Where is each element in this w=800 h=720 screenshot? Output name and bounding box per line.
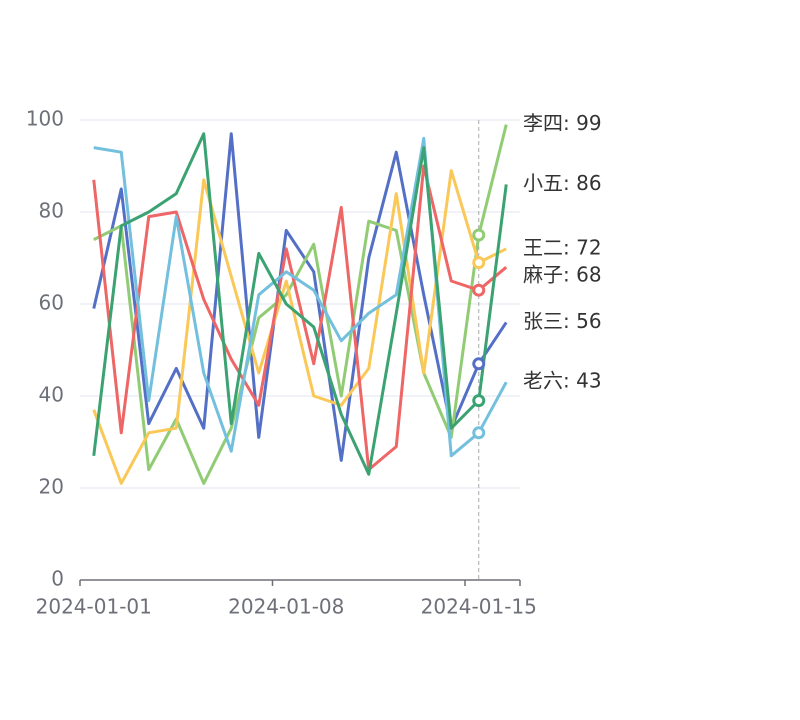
series-line xyxy=(92,169,507,485)
hover-marker xyxy=(472,228,486,242)
hover-marker xyxy=(472,256,486,270)
y-tick-label: 20 xyxy=(39,475,64,499)
end-label: 张三: 56 xyxy=(523,309,602,333)
hover-marker xyxy=(472,426,486,440)
end-label: 小五: 86 xyxy=(523,171,602,195)
y-tick-label: 60 xyxy=(39,291,64,315)
series-line xyxy=(93,124,508,485)
x-tick-label: 2024-01-15 xyxy=(421,595,537,619)
end-label: 老六: 43 xyxy=(523,369,602,393)
y-tick-label: 80 xyxy=(39,199,64,223)
hover-marker xyxy=(472,394,486,408)
x-tick-label: 2024-01-01 xyxy=(36,595,152,619)
y-tick-label: 0 xyxy=(51,567,64,591)
series-line xyxy=(92,164,508,472)
x-tick-label: 2024-01-08 xyxy=(228,595,344,619)
y-tick-label: 40 xyxy=(39,383,64,407)
series-line xyxy=(92,132,508,462)
y-tick-label: 100 xyxy=(26,107,64,131)
series-line xyxy=(92,132,508,476)
end-label: 李四: 99 xyxy=(523,111,602,135)
hover-marker xyxy=(472,283,486,297)
hover-marker xyxy=(472,357,486,371)
end-label: 麻子: 68 xyxy=(523,262,602,286)
end-label: 王二: 72 xyxy=(523,235,602,259)
